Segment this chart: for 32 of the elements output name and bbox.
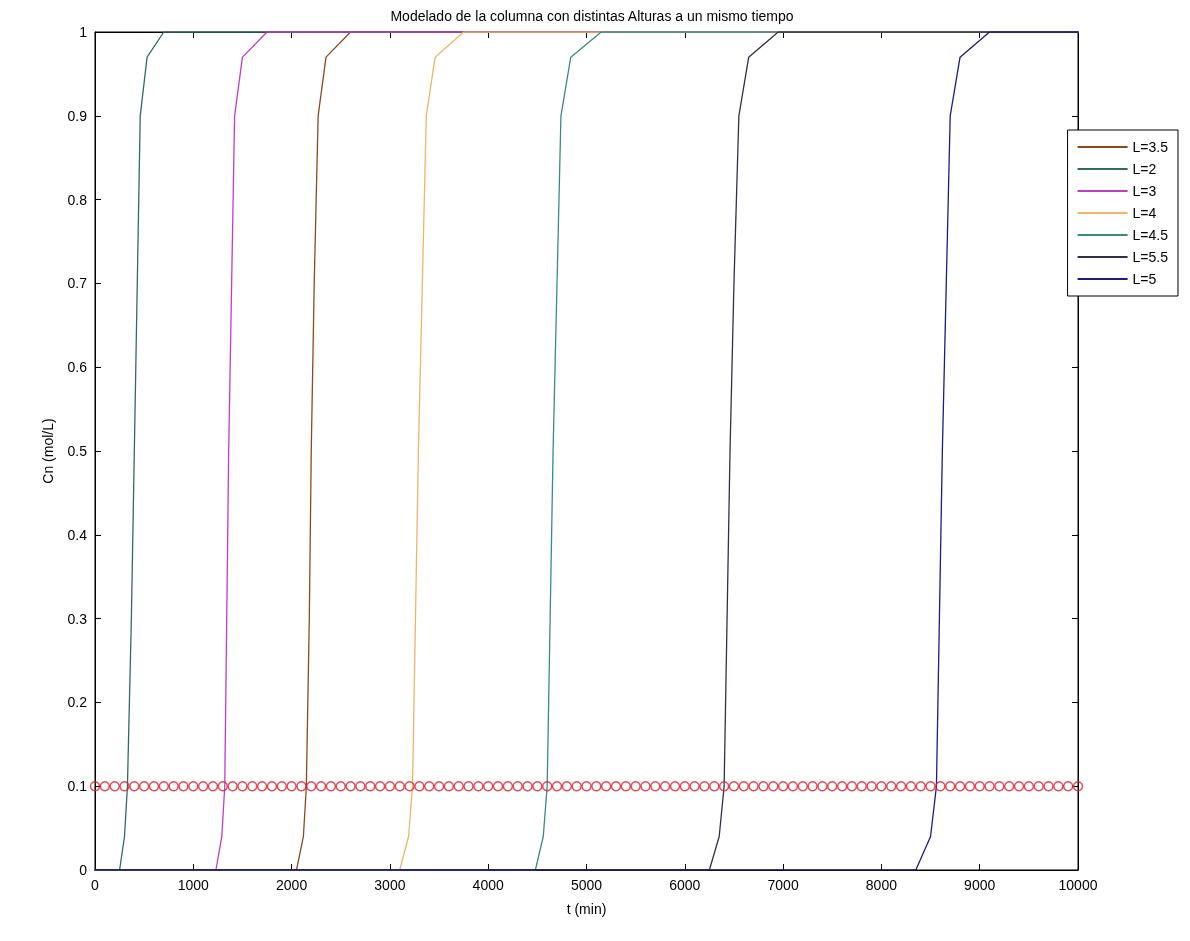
x-axis-title: t (min) bbox=[566, 901, 607, 917]
y-tick-label: 0.2 bbox=[67, 694, 88, 711]
x-tick-label: 7000 bbox=[767, 877, 799, 893]
legend-label: L=5.5 bbox=[1132, 249, 1169, 265]
x-tick-label: 10000 bbox=[1058, 877, 1098, 893]
x-tick-label: 9000 bbox=[964, 877, 996, 893]
y-axis-title: Cn (mol/L) bbox=[40, 418, 56, 484]
x-tick-label: 5000 bbox=[570, 877, 603, 893]
y-tick-label: 0.6 bbox=[67, 359, 88, 376]
legend-label: L=4 bbox=[1132, 205, 1157, 221]
y-tick-label: 0.9 bbox=[67, 107, 88, 124]
legend-label: L=5 bbox=[1132, 271, 1157, 287]
chart-title: Modelado de la columna con distintas Alturas a un mismo tiempo bbox=[390, 8, 794, 24]
x-tick-label: 1000 bbox=[177, 877, 210, 893]
y-tick-label: 1 bbox=[79, 24, 88, 40]
legend-label: L=3.5 bbox=[1132, 139, 1169, 155]
x-tick-label: 6000 bbox=[669, 877, 701, 893]
y-tick-label: 0.4 bbox=[67, 526, 88, 543]
legend-label: L=2 bbox=[1132, 161, 1157, 177]
x-tick-label: 4000 bbox=[472, 877, 504, 893]
y-tick-label: 0.5 bbox=[67, 443, 88, 459]
legend-label: L=3 bbox=[1132, 183, 1157, 199]
y-tick-label: 0.3 bbox=[67, 610, 88, 627]
x-tick-label: 8000 bbox=[865, 877, 898, 893]
y-tick-label: 0.7 bbox=[67, 275, 88, 292]
y-tick-label: 0.1 bbox=[67, 778, 88, 795]
x-tick-label: 2000 bbox=[276, 877, 308, 893]
y-tick-label: 0 bbox=[79, 862, 88, 878]
legend-label: L=4.5 bbox=[1132, 227, 1169, 243]
x-tick-label: 0 bbox=[91, 877, 100, 893]
y-tick-label: 0.8 bbox=[67, 191, 88, 208]
x-tick-label: 3000 bbox=[374, 877, 406, 893]
